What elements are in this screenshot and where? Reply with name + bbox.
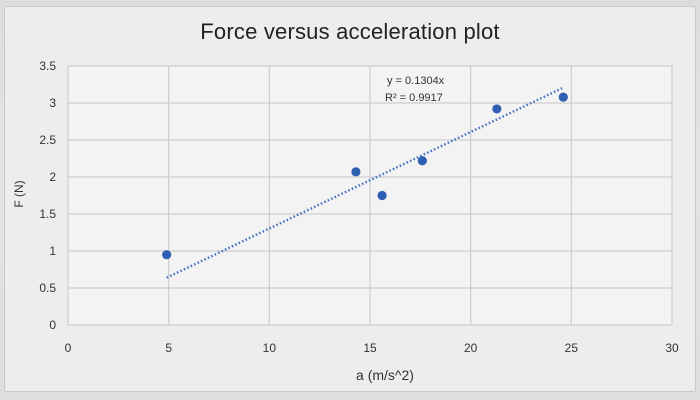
y-tick-label: 1.5	[39, 207, 56, 221]
x-tick-label: 10	[263, 341, 277, 355]
y-tick-label: 3.5	[39, 59, 56, 73]
x-tick-label: 5	[165, 341, 172, 355]
chart-title: Force versus acceleration plot	[200, 19, 500, 44]
x-tick-label: 15	[363, 341, 377, 355]
y-tick-label: 1	[49, 244, 56, 258]
y-tick-label: 2.5	[39, 133, 56, 147]
x-tick-label: 30	[665, 341, 679, 355]
x-tick-label: 20	[464, 341, 478, 355]
trendline-r-squared: R² = 0.9917	[385, 92, 443, 104]
x-tick-label: 0	[65, 341, 72, 355]
data-point	[492, 104, 502, 114]
data-point	[558, 92, 568, 102]
y-tick-label: 2	[49, 170, 56, 184]
data-point	[417, 156, 427, 166]
x-axis-label: a (m/s^2)	[356, 367, 414, 383]
trendline	[166, 86, 564, 279]
data-point	[377, 190, 387, 201]
y-tick-label: 0.5	[39, 281, 56, 295]
y-tick-label: 0	[49, 318, 56, 332]
x-tick-label: 25	[565, 341, 579, 355]
trendline-equation: y = 0.1304x	[387, 75, 445, 87]
y-tick-label: 3	[49, 96, 56, 110]
data-point	[162, 250, 172, 260]
data-point	[351, 167, 361, 177]
